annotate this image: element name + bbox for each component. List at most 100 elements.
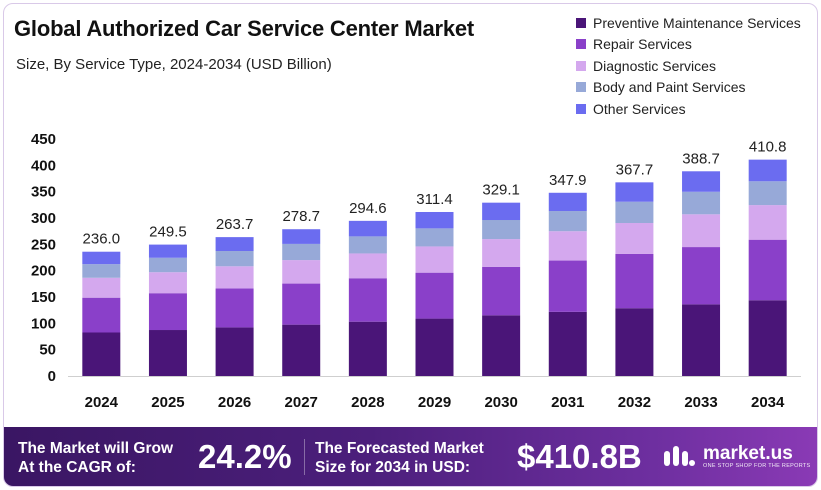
chart-title: Global Authorized Car Service Center Mar… [14,16,475,41]
y-tick-label: 300 [31,210,56,227]
legend-label: Repair Services [593,36,692,53]
y-tick-label: 350 [31,184,56,201]
x-tick-label: 2028 [351,394,384,411]
bar-segment [615,223,654,254]
bar-segment [615,308,654,376]
legend-label: Other Services [593,100,686,117]
chart-frame: Global Authorized Car Service Center Mar… [3,3,818,487]
bar-segment [82,277,121,298]
forecast-label-line1: The Forecasted Market [315,440,484,457]
bar-segment [82,264,121,278]
legend-swatch [576,82,586,93]
cagr-value: 24.2% [198,438,292,475]
y-tick-label: 100 [31,315,56,332]
x-tick-label: 2031 [551,394,584,411]
bar-segment [415,272,454,319]
bar-segment [682,247,721,305]
cagr-label-line2: At the CAGR of: [18,459,136,476]
bar-total-label: 311.4 [416,191,452,208]
bar-segment [748,181,787,206]
x-tick-label: 2033 [684,394,717,411]
bar-segment [282,229,321,244]
bar-total-label: 367.7 [616,161,654,178]
bar-segment [682,191,721,215]
bar-segment [148,244,187,258]
chart-subtitle: Size, By Service Type, 2024-2034 (USD Bi… [16,56,332,73]
bar-segment [348,321,387,376]
market-us-logo-icon [664,446,695,466]
bar-total-label: 329.1 [482,182,520,199]
bar-segment [548,211,587,232]
legend: Preventive Maintenance Services Repair S… [576,12,801,120]
bar-segment [415,228,454,247]
bar-segment [415,246,454,273]
bar-segment [482,202,521,221]
bar-segment [148,257,187,273]
y-tick-label: 200 [31,263,56,280]
bar-segment [615,201,654,224]
bar-segment [748,205,787,240]
y-tick-label: 450 [31,131,56,148]
x-tick-label: 2030 [484,394,517,411]
bar-segment [548,260,587,312]
bar-segment [215,288,254,328]
bar-segment [482,315,521,376]
legend-swatch [576,60,586,71]
bar-total-label: 294.6 [349,200,387,217]
y-tick-label: 0 [48,368,56,385]
bar-segment [215,266,254,289]
stacked-bar-chart: 0 50 100 150 200 250 300 350 400 450 236.0 2024 249.… [31,131,801,411]
legend-item: Other Services [576,98,801,120]
legend-swatch [576,17,586,28]
legend-swatch [576,39,586,50]
bar-total-label: 263.7 [216,216,254,233]
bar-segment [482,220,521,240]
bar-segment [548,231,587,261]
bar-total-label: 347.9 [549,172,587,189]
y-tick-label: 50 [39,342,56,359]
bar-segment [415,318,454,376]
bar-segment [548,311,587,376]
bar-segment [682,214,721,248]
cagr-label-line1: The Market will Grow [18,440,174,457]
forecast-label: The Forecasted Market Size for 2034 in U… [315,439,484,477]
legend-label: Preventive Maintenance Services [593,14,801,31]
x-tick-label: 2025 [151,394,184,411]
bar-segment [348,220,387,237]
x-tick-label: 2024 [85,394,119,411]
legend-item: Repair Services [576,34,801,56]
bar-segment [282,260,321,284]
legend-item: Preventive Maintenance Services [576,12,801,34]
legend-item: Diagnostic Services [576,55,801,77]
bar-segment [148,272,187,294]
bar-segment [215,327,254,376]
bar-segment [615,253,654,309]
x-tick-label: 2029 [418,394,451,411]
bar-segment [282,283,321,325]
bar-segment [482,239,521,267]
bar-total-label: 249.5 [149,224,187,241]
x-tick-label: 2027 [285,394,318,411]
bar-segment [282,324,321,376]
x-tick-label: 2032 [618,394,651,411]
y-tick-label: 150 [31,289,56,306]
legend-label: Diagnostic Services [593,57,716,74]
footer-banner: The Market will Grow At the CAGR of: 24.… [4,427,817,486]
bar-total-label: 278.7 [282,208,320,225]
footer-divider [304,439,305,475]
legend-item: Body and Paint Services [576,77,801,99]
forecast-value: $410.8B [517,438,642,475]
y-tick-label: 250 [31,236,56,253]
y-tick-label: 400 [31,157,56,174]
bar-segment [415,211,454,229]
cagr-label: The Market will Grow At the CAGR of: [18,439,173,477]
bar-segment [748,300,787,376]
bar-segment [615,182,654,202]
bar-segment [548,192,587,212]
forecast-label-line2: Size for 2034 in USD: [315,459,471,476]
legend-swatch [576,103,586,114]
bar-segment [282,243,321,261]
brand-logo: market.us ONE STOP SHOP FOR THE REPORTS [662,442,811,472]
bar-segment [482,266,521,316]
bar-segment [148,330,187,376]
